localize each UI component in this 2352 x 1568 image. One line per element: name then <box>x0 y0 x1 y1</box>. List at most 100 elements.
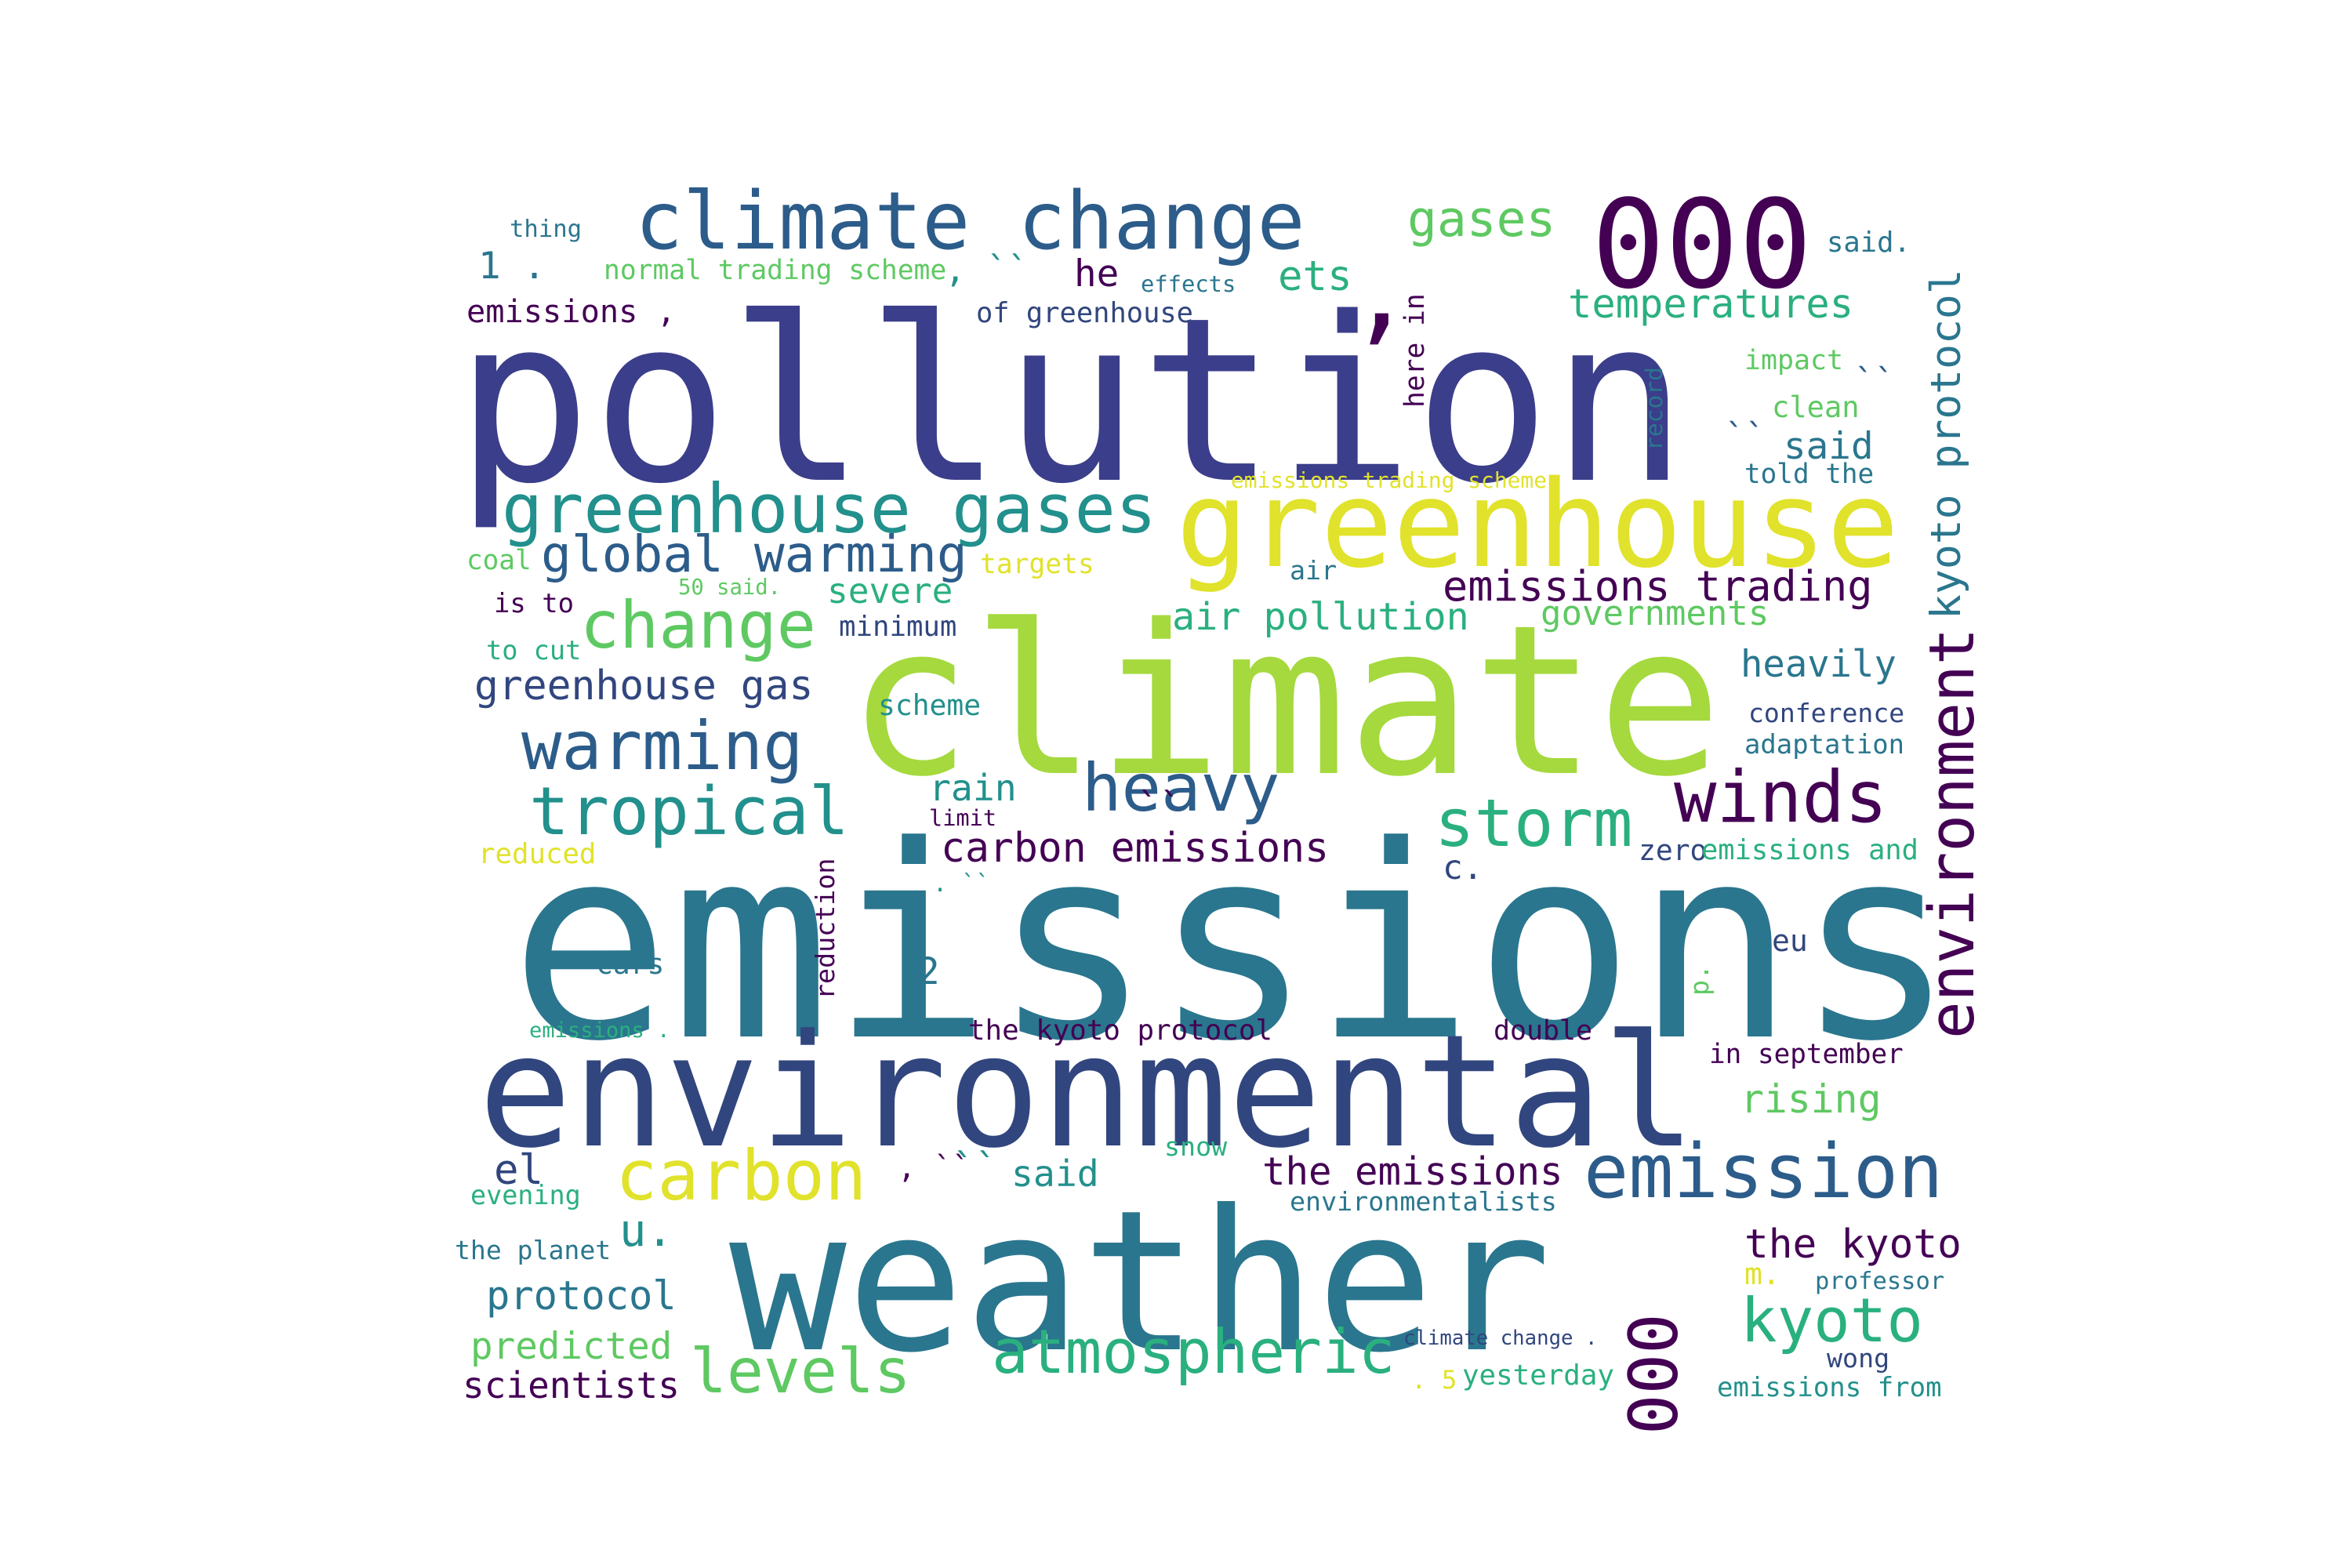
word-ets: ets <box>1278 252 1352 300</box>
word-said-2: said <box>1011 1152 1099 1195</box>
word-warming: warming <box>521 708 804 786</box>
word-is-to: is to <box>494 588 575 619</box>
word-double: double <box>1494 1015 1593 1047</box>
word-protocol: protocol <box>486 1272 677 1319</box>
word-comma-quotes-2: , `` <box>898 1150 971 1185</box>
word-he: he <box>1074 252 1120 296</box>
word-wong: wong <box>1827 1343 1890 1374</box>
word-said-dot: said. <box>1827 227 1911 259</box>
word-emissions-dot: emissions . <box>529 1018 670 1043</box>
word-air: air <box>1290 555 1338 586</box>
word-to-cut: to cut <box>486 635 582 666</box>
word-temperatures: temperatures <box>1568 281 1854 327</box>
word-1-dot: 1 . <box>478 245 546 288</box>
word-severe: severe <box>827 572 953 612</box>
word-normal-trading-scheme: normal trading scheme <box>604 255 947 286</box>
word-emissions: emissions <box>510 789 1956 1100</box>
word-coal: coal <box>466 545 532 576</box>
word-carbon: carbon <box>615 1135 867 1216</box>
word-targets: targets <box>980 549 1094 580</box>
word-greenhouse-gases: greenhouse gases <box>502 470 1157 549</box>
word-impact: impact <box>1744 345 1844 376</box>
word-u: u. <box>619 1205 673 1257</box>
word-emissions-comma: emissions , <box>466 293 676 330</box>
word-50-said: 50 said. <box>678 575 781 600</box>
word-conference: conference <box>1748 698 1905 728</box>
word-emission: emission <box>1584 1129 1944 1215</box>
word-scientists: scientists <box>463 1364 680 1406</box>
word-atmospheric: atmospheric <box>992 1317 1396 1388</box>
word-record: record <box>1641 367 1668 451</box>
word-quotes-3: `` <box>1137 786 1182 829</box>
word-tropical: tropical <box>529 772 849 850</box>
word-winds: winds <box>1674 757 1888 839</box>
word-rising: rising <box>1740 1076 1882 1122</box>
word-environmental: environmental <box>478 1001 1697 1182</box>
word-m: m. <box>1744 1257 1780 1291</box>
word-limit: limit <box>929 804 997 831</box>
word-weather: weather <box>729 1168 1552 1396</box>
word-yesterday: yesterday <box>1462 1359 1614 1392</box>
word-carbon-emissions: carbon emissions <box>941 825 1330 872</box>
word-clean: clean <box>1772 390 1860 424</box>
word-quotes-1: `` <box>1854 362 1895 401</box>
word-000: 000 <box>1592 173 1813 316</box>
word-quotes-4: `` <box>953 1146 998 1189</box>
word-quotes-2: `` <box>1725 417 1766 456</box>
word-dot-5: . 5 <box>1411 1365 1457 1395</box>
word-gases: gases <box>1407 191 1556 248</box>
word-c: c. <box>1443 848 1483 887</box>
word-the-kyoto-protocol: the kyoto protocol <box>968 1014 1272 1047</box>
word-levels: levels <box>690 1337 911 1407</box>
word-eu: eu <box>1772 924 1808 958</box>
word-told-the: told the <box>1744 459 1875 490</box>
word-emissions-and: emissions and <box>1701 834 1918 866</box>
word-rain: rain <box>929 767 1017 809</box>
word-heavily: heavily <box>1740 643 1896 686</box>
word-kyoto-protocol: kyoto protocol <box>1922 269 1970 619</box>
word-global-warming: global warming <box>541 525 967 584</box>
word-climate-change: climate change <box>635 175 1305 267</box>
word-adaptation: adaptation <box>1744 729 1905 760</box>
word-governments: governments <box>1541 593 1769 633</box>
word-el: el <box>494 1146 544 1194</box>
word-evening: evening <box>470 1180 581 1210</box>
word-heavy: heavy <box>1082 750 1280 826</box>
word-storm: storm <box>1435 785 1633 862</box>
word-air-pollution: air pollution <box>1172 595 1469 639</box>
word-dot-quotes: . `` <box>933 870 990 898</box>
word-climate: climate <box>847 581 1722 822</box>
word-said: said <box>1784 425 1874 468</box>
word-kyoto: kyoto <box>1740 1286 1923 1356</box>
word-000-vertical: 000 <box>1615 1313 1693 1435</box>
word-minimum: minimum <box>839 611 957 643</box>
word-comma: , <box>1348 229 1414 355</box>
word-predicted: predicted <box>470 1325 673 1368</box>
word-climate-change-dot: climate change . <box>1403 1327 1598 1350</box>
word-emissions-trading: emissions trading <box>1443 561 1873 611</box>
word-in-september: in september <box>1709 1039 1904 1070</box>
word-effects: effects <box>1141 270 1236 297</box>
word-cars: cars <box>596 947 665 981</box>
word-emissions-trading-scheme: emissions trading scheme <box>1231 467 1547 493</box>
word-reduced: reduced <box>478 838 597 870</box>
word-snow: snow <box>1164 1131 1228 1162</box>
word-the-kyoto: the kyoto <box>1744 1221 1962 1268</box>
word-zero: zero <box>1639 833 1708 867</box>
word-comma-quotes-1: , `` <box>945 250 1029 290</box>
word-greenhouse: greenhouse <box>1176 456 1900 595</box>
word-here-in: here in <box>1399 293 1431 408</box>
word-greenhouse-gas: greenhouse gas <box>474 662 814 710</box>
word-professor: professor <box>1815 1268 1945 1295</box>
word-pollution: pollution <box>455 270 1688 534</box>
word-thing: thing <box>510 216 583 243</box>
word-emissions-from: emissions from <box>1717 1372 1942 1403</box>
word-environment: environment <box>1915 627 1988 1039</box>
word-p: p. <box>1684 964 1715 996</box>
word-the-planet: the planet <box>455 1235 612 1265</box>
word-reduction: reduction <box>810 858 840 1000</box>
word-environmentalists: environmentalists <box>1290 1186 1557 1217</box>
word-the-emissions: the emissions <box>1262 1149 1563 1194</box>
word-change: change <box>580 587 816 663</box>
